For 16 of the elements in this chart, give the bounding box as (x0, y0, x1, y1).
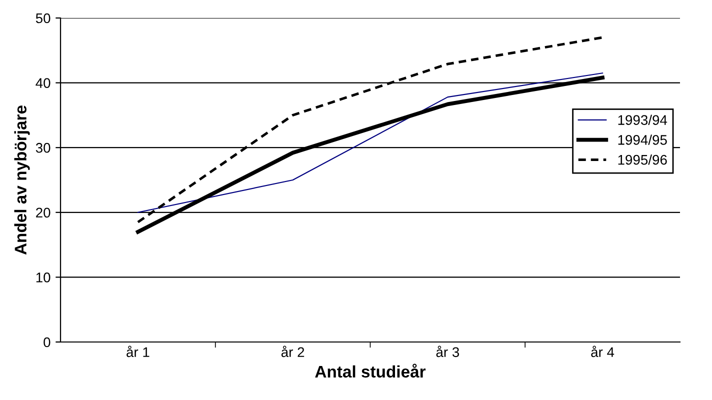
y-tick-label: 10 (36, 272, 50, 282)
x-tick-label: år 2 (281, 346, 304, 358)
x-axis-title: Antal studieår (315, 364, 426, 378)
y-tick-label: 0 (44, 337, 50, 348)
legend-label: 1994/95 (618, 134, 667, 145)
legend-label: 1995/96 (618, 154, 667, 165)
y-tick-label: 40 (36, 78, 50, 88)
line-series (137, 72, 604, 213)
y-tick-label: 50 (36, 13, 50, 24)
y-axis-title: Andel av nybörjare (14, 106, 30, 255)
x-tick-label: år 3 (436, 346, 460, 358)
x-tick-label: år 1 (126, 346, 150, 358)
legend-label: 1993/94 (618, 114, 668, 125)
y-tick-label: 30 (36, 142, 50, 153)
x-tick-label: år 4 (591, 346, 614, 358)
y-tick-label: 20 (36, 208, 50, 218)
